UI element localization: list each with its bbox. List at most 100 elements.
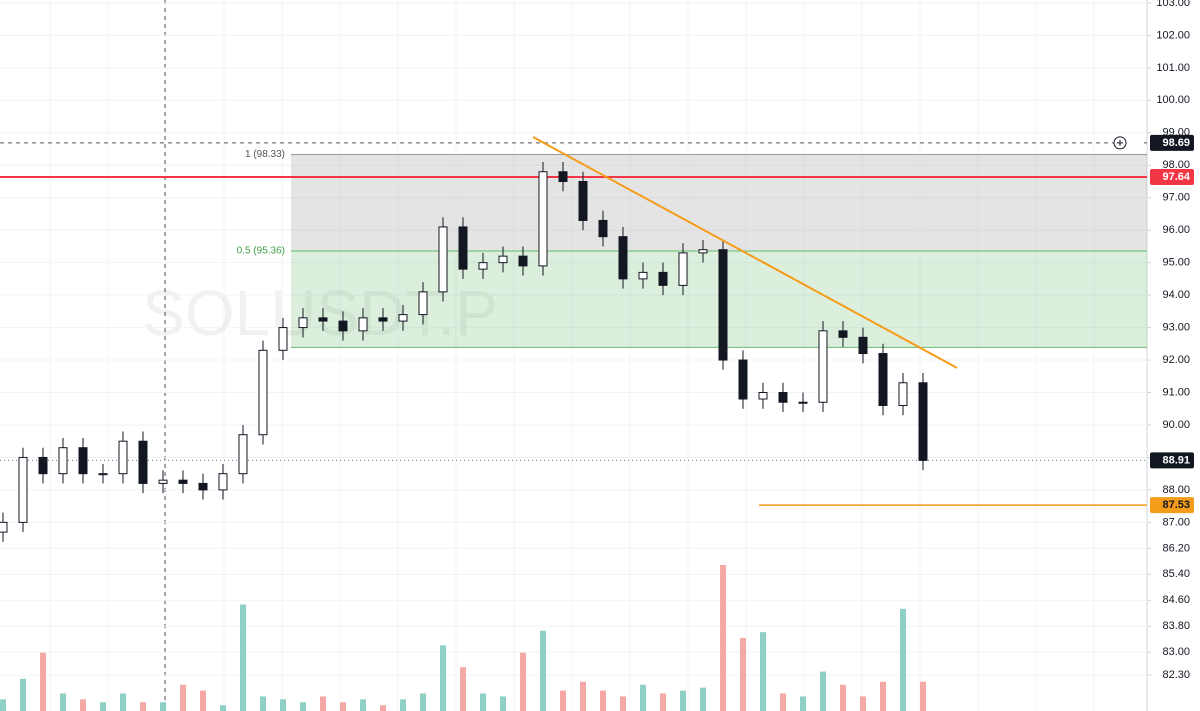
volume-bar [160,702,166,711]
y-tick-label: 82.30 [1162,669,1190,681]
candle-body [118,440,128,475]
volume-bar [900,608,906,711]
candle-body [478,262,488,270]
candle-body [78,447,88,475]
candle-body [398,314,408,322]
volume-bar [300,702,306,711]
volume-bar [840,684,846,711]
volume-bar [380,705,386,711]
volume-bar [340,702,346,711]
volume-bar [480,693,486,711]
candle-body [518,255,528,267]
candle-body [338,320,348,332]
candle-body [698,249,708,254]
volume-bar [620,696,626,711]
volume-bar [460,667,466,711]
candle-body [878,353,888,406]
candle-body [238,434,248,475]
candle-body [638,271,648,280]
volume-bar [580,681,586,711]
candle-body [378,317,388,322]
fib-label: 1 (98.33) [245,149,285,160]
y-tick-label: 102.00 [1156,29,1190,41]
volume-bar [20,678,26,711]
candle-body [558,171,568,182]
volume-bar [420,693,426,711]
y-tick-label: 100.00 [1156,94,1190,106]
volume-bar [920,681,926,711]
fib-label: 0.5 (95.36) [237,246,285,257]
volume-bar [520,652,526,711]
price-tag-label: 87.53 [1162,499,1190,511]
price-tag [1150,134,1194,151]
candle-body [458,226,468,270]
candle-body [38,456,48,475]
volume-bar [280,699,286,711]
candle-body [758,392,768,400]
y-tick-label: 94.00 [1162,289,1190,301]
volume-bar [660,693,666,711]
candle-body [578,180,588,221]
volume-bar [140,702,146,711]
candle-body [898,382,908,406]
y-tick-label: 101.00 [1156,62,1190,74]
price-tag-label: 98.69 [1162,137,1190,149]
y-tick-label: 84.60 [1162,594,1190,606]
candle-body [198,482,208,491]
y-tick-label: 90.00 [1162,419,1190,431]
price-tag-label: 88.91 [1162,454,1190,466]
candle-body [618,236,628,280]
candle-body [0,521,8,533]
y-tick-label: 97.00 [1162,192,1190,204]
volume-bar [100,702,106,711]
trendline [532,136,958,369]
volume-bar [180,684,186,711]
volume-bar [400,699,406,711]
y-tick-label: 95.00 [1162,257,1190,269]
volume-bar [740,638,746,711]
volume-bar [600,690,606,711]
volume-bar [0,699,6,711]
volume-bar [200,690,206,711]
price-tag [1150,497,1194,514]
candle-body [98,473,108,476]
crosshair-tag-bg [1114,133,1144,152]
volume-bar [60,693,66,711]
y-tick-label: 91.00 [1162,386,1190,398]
volume-bar [220,705,226,711]
candle-body [418,291,428,316]
volume-bar [780,693,786,711]
volume-bar [440,645,446,711]
volume-bar [540,630,546,711]
volume-bar [560,690,566,711]
volume-bar [760,632,766,711]
candle-body [538,171,548,267]
candle-body [738,359,748,400]
volume-bar [820,671,826,711]
candle-body [858,336,868,355]
volume-bar [720,565,726,711]
y-tick-label: 96.00 [1162,224,1190,236]
candle-body [598,219,608,238]
candle-body [798,401,808,404]
volume-bar [240,604,246,711]
price-tag [1150,168,1194,185]
volume-bar [260,696,266,711]
volume-bar [680,690,686,711]
candle-body [818,330,828,403]
candle-body [438,226,448,293]
volume-bar [640,684,646,711]
y-tick-label: 92.00 [1162,354,1190,366]
candle-body [358,317,368,332]
y-tick-label: 88.00 [1162,484,1190,496]
price-tag [1150,452,1194,469]
candle-body [838,330,848,338]
volume-bar [80,699,86,711]
volume-bar [700,687,706,711]
candle-body [318,317,328,322]
fib-zone-upper [291,154,1147,251]
y-tick-label: 103.00 [1156,0,1190,9]
candle-body [258,349,268,436]
volume-bar [40,652,46,711]
